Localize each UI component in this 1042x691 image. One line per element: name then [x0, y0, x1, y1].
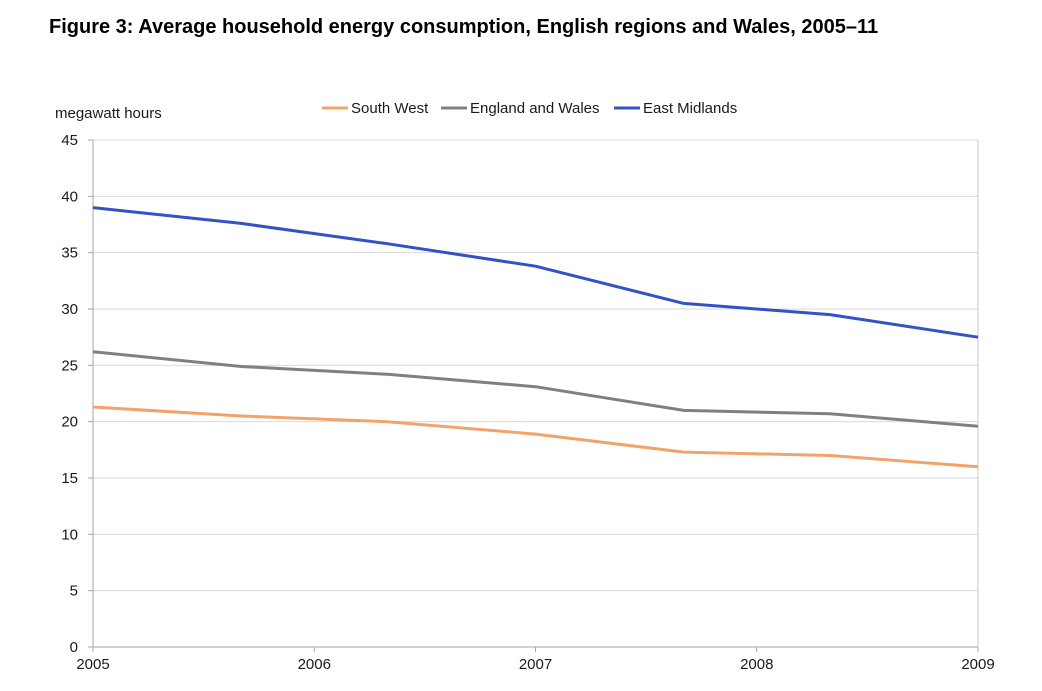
axes [92, 140, 979, 648]
y-tick-label: 25 [61, 357, 78, 374]
page-title: Figure 3: Average household energy consu… [49, 16, 879, 38]
y-tick-label: 10 [61, 526, 78, 543]
y-axis-title: megawatt hours [55, 105, 162, 122]
legend-label: England and Wales [470, 100, 600, 117]
y-tick-label: 30 [61, 301, 78, 318]
x-tick-label: 2008 [740, 656, 773, 673]
legend: South West England and Wales East Midlands [322, 100, 737, 117]
legend-label: South West [351, 100, 429, 117]
y-tick-label: 45 [61, 132, 78, 149]
grid-lines [93, 139, 978, 592]
y-tick-label: 15 [61, 470, 78, 487]
legend-label: East Midlands [643, 100, 737, 117]
x-tick-label: 2006 [298, 656, 331, 673]
y-tick-label: 20 [61, 414, 78, 431]
x-tick-label: 2005 [76, 656, 109, 673]
y-tick-label: 40 [61, 188, 78, 205]
y-tick-label: 5 [70, 583, 78, 600]
x-tick-label: 2009 [961, 656, 994, 673]
y-tick-label: 35 [61, 245, 78, 262]
y-tick-label: 0 [70, 639, 78, 656]
y-tick-labels: 0 5 10 15 20 25 30 35 40 45 [61, 132, 93, 656]
series-line-east-midlands [92, 206, 979, 339]
x-tick-label: 2007 [519, 656, 552, 673]
series-line-england-and-wales [92, 350, 979, 428]
series-line-south-west [92, 405, 979, 469]
series-lines [92, 206, 979, 469]
x-tick-labels: 2005 2006 2007 2008 2009 [76, 647, 995, 673]
